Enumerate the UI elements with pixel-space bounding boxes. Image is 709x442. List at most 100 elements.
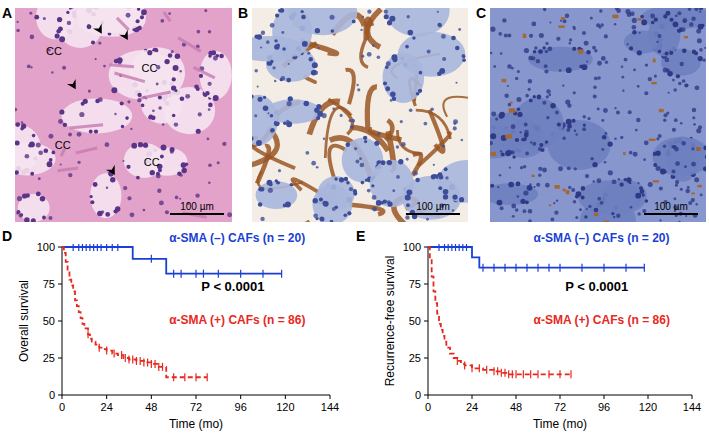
nucleus <box>544 69 548 73</box>
nucleus <box>511 124 516 129</box>
nucleus <box>698 125 702 129</box>
x-tick <box>285 395 286 399</box>
nucleus <box>268 188 273 193</box>
nucleus <box>407 30 413 36</box>
nucleus <box>684 165 687 168</box>
nucleus <box>168 53 173 58</box>
nucleus <box>684 83 688 87</box>
nucleus <box>575 195 579 199</box>
nucleus <box>94 129 98 133</box>
nucleus <box>534 46 538 50</box>
nucleus <box>588 205 591 208</box>
x-tick <box>428 395 429 399</box>
nucleus <box>252 95 254 99</box>
censor-mark <box>121 351 122 359</box>
nucleus <box>258 97 263 102</box>
nucleus <box>406 158 409 161</box>
nucleus <box>62 66 66 70</box>
nucleus <box>501 152 505 156</box>
nucleus <box>703 166 706 171</box>
nucleus <box>515 208 519 212</box>
nucleus <box>593 94 597 98</box>
nucleus <box>630 11 635 16</box>
nucleus <box>257 86 259 88</box>
nucleus <box>635 129 638 132</box>
nucleus <box>614 107 616 109</box>
nucleus <box>674 118 678 122</box>
censor-mark <box>559 370 560 378</box>
nucleus <box>453 119 458 124</box>
nucleus <box>330 15 335 20</box>
stroma-fiber <box>418 133 450 166</box>
censor-mark <box>140 357 141 365</box>
nucleus <box>630 206 633 209</box>
nucleus <box>604 132 607 135</box>
nucleus <box>616 8 621 13</box>
x-tick <box>240 395 241 399</box>
y-tick-label: 25 <box>43 352 55 364</box>
figure-root: CCCCCCCC100 µmA100 µmB100 µmCD0255075100… <box>0 0 709 442</box>
nucleus <box>586 61 588 63</box>
x-tick <box>604 395 605 399</box>
nucleus <box>322 201 327 206</box>
nucleus <box>574 130 577 133</box>
nucleus <box>637 50 642 55</box>
nucleus <box>389 16 395 22</box>
nucleus <box>438 23 442 27</box>
nucleus <box>376 200 382 206</box>
nucleus <box>580 64 583 67</box>
censor-mark <box>537 370 538 378</box>
censor-mark <box>448 244 449 251</box>
nucleus <box>461 54 465 58</box>
nucleus <box>508 34 512 38</box>
nucleus <box>568 186 571 189</box>
nucleus <box>675 161 680 166</box>
nucleus <box>693 123 695 125</box>
nucleus <box>170 150 174 154</box>
image-panel: 100 µmC <box>462 4 709 244</box>
nucleus <box>371 184 374 187</box>
nucleus <box>17 196 22 201</box>
censor-mark <box>262 270 263 278</box>
nucleus <box>274 80 276 82</box>
nucleus <box>550 103 555 108</box>
nucleus <box>524 123 528 127</box>
nucleus <box>360 29 362 31</box>
nucleus <box>437 11 439 13</box>
nucleus <box>703 146 706 151</box>
nucleus <box>113 209 117 213</box>
censor-mark <box>181 270 182 278</box>
stroma-fiber <box>361 39 368 68</box>
nucleus <box>275 179 278 182</box>
nucleus <box>700 193 703 196</box>
nucleus <box>93 182 98 187</box>
nucleus <box>565 14 569 18</box>
nucleus <box>213 56 218 61</box>
nucleus <box>517 112 522 117</box>
nucleus <box>665 52 669 56</box>
scale-bar-label: 100 µm <box>180 201 214 212</box>
nucleus <box>31 218 36 222</box>
nucleus <box>586 208 588 210</box>
nucleus <box>48 134 53 139</box>
nucleus <box>603 108 608 113</box>
censor-mark <box>548 370 549 378</box>
nucleus <box>81 102 85 106</box>
y-tick-label: 0 <box>415 389 421 401</box>
nucleus <box>682 48 687 53</box>
nucleus <box>270 114 274 118</box>
nucleus <box>654 18 658 22</box>
nucleus <box>59 36 65 42</box>
nucleus <box>275 14 279 18</box>
nucleus <box>77 132 82 137</box>
nucleus <box>673 21 679 27</box>
nucleus <box>636 118 640 122</box>
nucleus <box>547 46 552 51</box>
nucleus <box>659 219 661 221</box>
nucleus <box>444 167 448 171</box>
censor-mark <box>482 264 483 272</box>
nucleus <box>90 200 94 204</box>
nucleus <box>644 91 648 95</box>
nucleus <box>438 172 443 177</box>
nucleus <box>596 178 601 183</box>
